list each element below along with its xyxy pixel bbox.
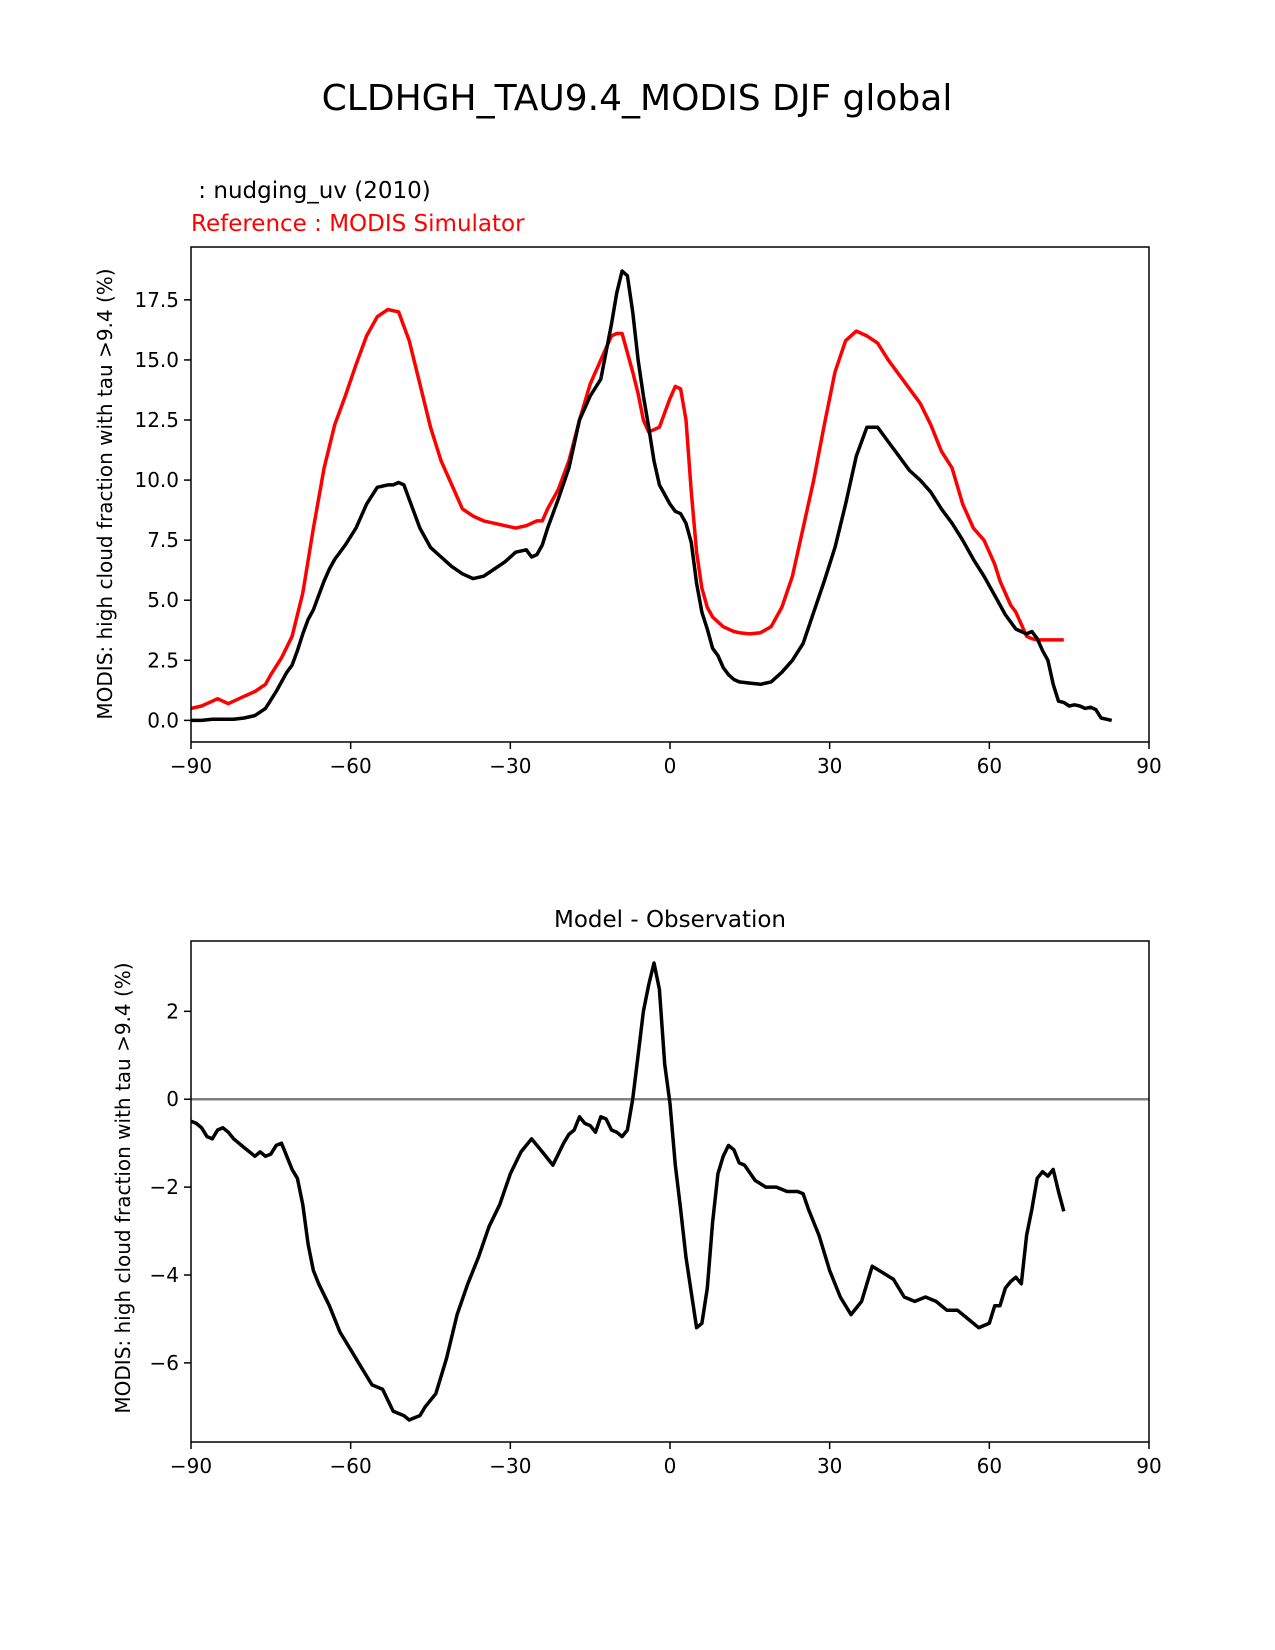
x-tick-label: −30 [489,754,531,778]
x-tick-label: 0 [664,1454,677,1478]
y-tick-label: 15.0 [134,348,179,372]
x-tick-label: −60 [330,1454,372,1478]
x-tick-label: 90 [1136,1454,1161,1478]
y-tick-label: 17.5 [134,288,179,312]
series-line-2 [191,269,1113,723]
x-tick-label: −60 [330,754,372,778]
x-tick-label: 60 [977,754,1002,778]
x-tick-label: 60 [977,1454,1002,1478]
axes-frame [190,246,1150,743]
y-axis-ticks: 2 0 −2 −4 −6 [150,999,191,1375]
x-tick-label: 0 [664,754,677,778]
y-tick-label: 0 [166,1087,179,1111]
x-tick-label: 30 [817,1454,842,1478]
figure-title: CLDHGH_TAU9.4_MODIS DJF global [322,78,953,119]
x-tick-label: −90 [170,754,212,778]
y-tick-label: 2 [166,999,179,1023]
y-tick-label: 5.0 [147,588,179,612]
x-tick-label: 90 [1136,754,1161,778]
y-tick-label: −2 [150,1175,179,1199]
plot-area [190,269,1113,723]
y-axis-label: MODIS: high cloud fraction with tau >9.4… [111,962,135,1413]
x-tick-label: 30 [817,754,842,778]
bottom-panel: Model - Observation MODIS: high cloud fr… [111,907,1162,1478]
y-tick-label: −4 [150,1263,179,1287]
y-tick-label: 12.5 [134,408,179,432]
y-tick-label: 7.5 [147,528,179,552]
top-panel: : nudging_uv (2010) Reference : MODIS Si… [93,178,1162,778]
y-axis-label: MODIS: high cloud fraction with tau >9.4… [93,268,117,719]
y-tick-label: 0.0 [147,708,179,732]
plot-area [190,961,1149,1422]
y-tick-label: −6 [150,1351,179,1375]
y-axis-ticks: 0.0 2.5 5.0 7.5 10.0 12.5 15.0 17.5 [134,288,191,732]
series-line-1 [190,961,1066,1422]
test-label: : nudging_uv (2010) [191,178,431,204]
reference-label: Reference : MODIS Simulator [191,211,525,237]
y-tick-label: 2.5 [147,648,179,672]
bottom-title: Model - Observation [554,907,786,933]
series-line-1 [190,307,1064,711]
x-tick-label: −90 [170,1454,212,1478]
axes-frame [190,940,1150,1443]
x-axis-ticks: −90 −60 −30 0 30 60 90 [170,1442,1162,1478]
y-tick-label: 10.0 [134,468,179,492]
x-tick-label: −30 [489,1454,531,1478]
x-axis-ticks: −90 −60 −30 0 30 60 90 [170,742,1162,778]
